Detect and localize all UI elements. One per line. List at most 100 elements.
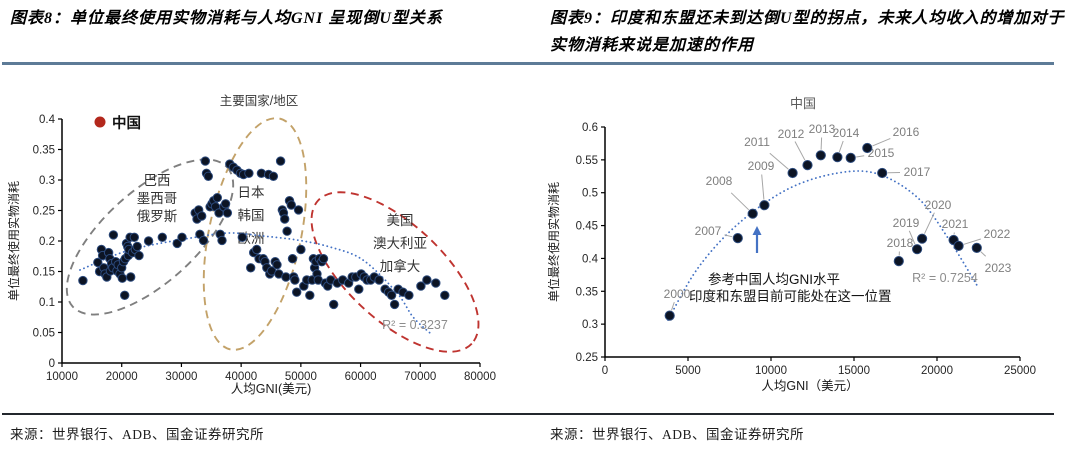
x-tick-label: 20000 — [106, 371, 138, 383]
scatter-point-year — [732, 233, 743, 244]
x-tick-label: 10000 — [755, 365, 787, 377]
title-divider-line — [2, 62, 1054, 65]
y-tick-label: 0.05 — [33, 328, 55, 340]
scatter-point — [78, 275, 88, 286]
scatter-point — [290, 275, 300, 285]
year-leader-line — [769, 152, 789, 170]
annotation-line-2: 印度和东盟目前可能处在这一位置 — [689, 288, 892, 304]
scatter-point-year — [759, 200, 770, 211]
scatter-point — [200, 156, 211, 166]
scatter-point-year — [787, 167, 798, 179]
year-leader-line — [856, 155, 865, 158]
year-leader-line — [838, 140, 844, 153]
x-axis-title: 人均GNI（美元） — [761, 379, 858, 393]
country-group-ellipse — [202, 117, 308, 351]
year-label: 2013 — [809, 122, 836, 136]
country-group-ellipse — [310, 191, 480, 353]
scatter-point-year — [912, 244, 923, 255]
figure9-title: 图表9：印度和东盟还未到达倒U型的拐点，未来人均收入的增加对于实物消耗来说是加速… — [550, 10, 1065, 54]
year-label: 2011 — [744, 135, 770, 149]
y-tick-label: 0.45 — [576, 221, 598, 233]
year-label: 2008 — [706, 174, 733, 188]
scatter-point — [305, 290, 315, 301]
r-squared-label: R² = 0.3237 — [382, 318, 448, 332]
scatter-point — [143, 236, 154, 246]
scatter-point — [431, 278, 441, 288]
country-group-label: 美国 — [387, 213, 414, 228]
x-tick-label: 30000 — [165, 371, 197, 383]
scatter-point — [354, 284, 364, 294]
scatter-point — [440, 290, 450, 301]
scatter-point — [177, 232, 187, 243]
y-axis-title: 单位最终使用实物消耗 — [8, 181, 21, 301]
scatter-point — [416, 281, 426, 291]
country-group-label: 俄罗斯 — [137, 209, 178, 224]
figure8-title: 图表8：单位最终使用实物消耗与人均GNI 呈现倒U型关系 — [10, 10, 443, 27]
chart-title: 中国 — [790, 96, 816, 111]
y-axis-title: 单位最终使用实物消耗 — [548, 182, 561, 302]
x-tick-label: 25000 — [1004, 365, 1036, 377]
scatter-point — [280, 214, 290, 224]
scatter-point — [281, 272, 291, 282]
x-tick-label: 10000 — [46, 371, 78, 383]
year-leader-line — [872, 138, 891, 147]
pointer-arrow-head — [752, 226, 762, 235]
y-tick-label: 0.55 — [576, 155, 598, 167]
chart-figure8-scatter: 巴西 墨西哥 俄罗斯 日本 韩国 欧洲 美国 澳大利亚 加拿大 10000 20000 30000 40… — [6, 88, 530, 400]
year-label: 2018 — [887, 236, 914, 250]
y-tick-label: 0.3 — [39, 175, 55, 187]
scatter-point — [286, 200, 296, 210]
scatter-point — [117, 273, 128, 283]
year-label: 2014 — [833, 126, 860, 140]
scatter-point — [134, 250, 144, 261]
year-leader-line — [820, 137, 823, 150]
y-tick-label: 0.35 — [33, 145, 55, 157]
scatter-plot-svg: 0 5000 10000 15000 20000 25000 0.25 0.3 0.35 0.4 0… — [546, 96, 1036, 393]
scatter-point — [422, 275, 432, 285]
legend-label-china: 中国 — [112, 114, 141, 132]
y-tick-label: 0.2 — [39, 236, 55, 248]
y-tick-label: 0.25 — [576, 352, 598, 364]
scatter-point — [108, 230, 119, 240]
year-leader-line — [671, 301, 675, 311]
y-tick-label: 0.35 — [576, 286, 598, 298]
scatter-point — [244, 168, 254, 179]
scatter-point — [252, 244, 262, 255]
scatter-point — [275, 156, 286, 166]
year-label: 2021 — [942, 217, 969, 231]
x-tick-label: 70000 — [404, 371, 436, 383]
scatter-point — [296, 244, 306, 255]
y-tick-label: 0.25 — [33, 206, 55, 218]
scatter-point-year — [971, 242, 982, 253]
scatter-point — [132, 241, 142, 252]
scatter-point — [120, 290, 130, 301]
scatter-point — [222, 208, 233, 218]
scatter-point — [212, 193, 223, 203]
scatter-point — [374, 275, 384, 285]
x-tick-label: 80000 — [464, 371, 496, 383]
y-tick-label: 0.15 — [33, 267, 55, 279]
year-leader-line — [794, 141, 806, 161]
scatter-point — [287, 254, 298, 264]
scatter-point — [172, 238, 182, 249]
scatter-point — [318, 254, 329, 264]
year-label: 2000 — [664, 287, 691, 301]
scatter-point-year — [877, 167, 888, 179]
year-label: 2020 — [925, 198, 952, 212]
scatter-point-year — [815, 150, 826, 161]
year-leader-line — [924, 212, 935, 234]
year-leader-line — [908, 230, 916, 245]
scatter-point — [217, 235, 227, 246]
y-tick-label: 0.5 — [582, 188, 598, 200]
year-label: 2019 — [893, 216, 920, 230]
figure8-source: 来源：世界银行、ADB、国金证券研究所 — [10, 427, 265, 442]
legend-marker-china — [94, 116, 106, 128]
x-tick-label: 0 — [602, 365, 608, 377]
scatter-point — [126, 272, 136, 282]
figure9-source: 来源：世界银行、ADB、国金证券研究所 — [550, 427, 805, 442]
x-tick-label: 5000 — [675, 365, 701, 377]
scatter-point — [293, 205, 304, 215]
year-label: 2015 — [868, 146, 895, 160]
x-axis-title: 人均GNI(美元) — [231, 382, 312, 396]
scatter-point-year — [747, 208, 758, 219]
